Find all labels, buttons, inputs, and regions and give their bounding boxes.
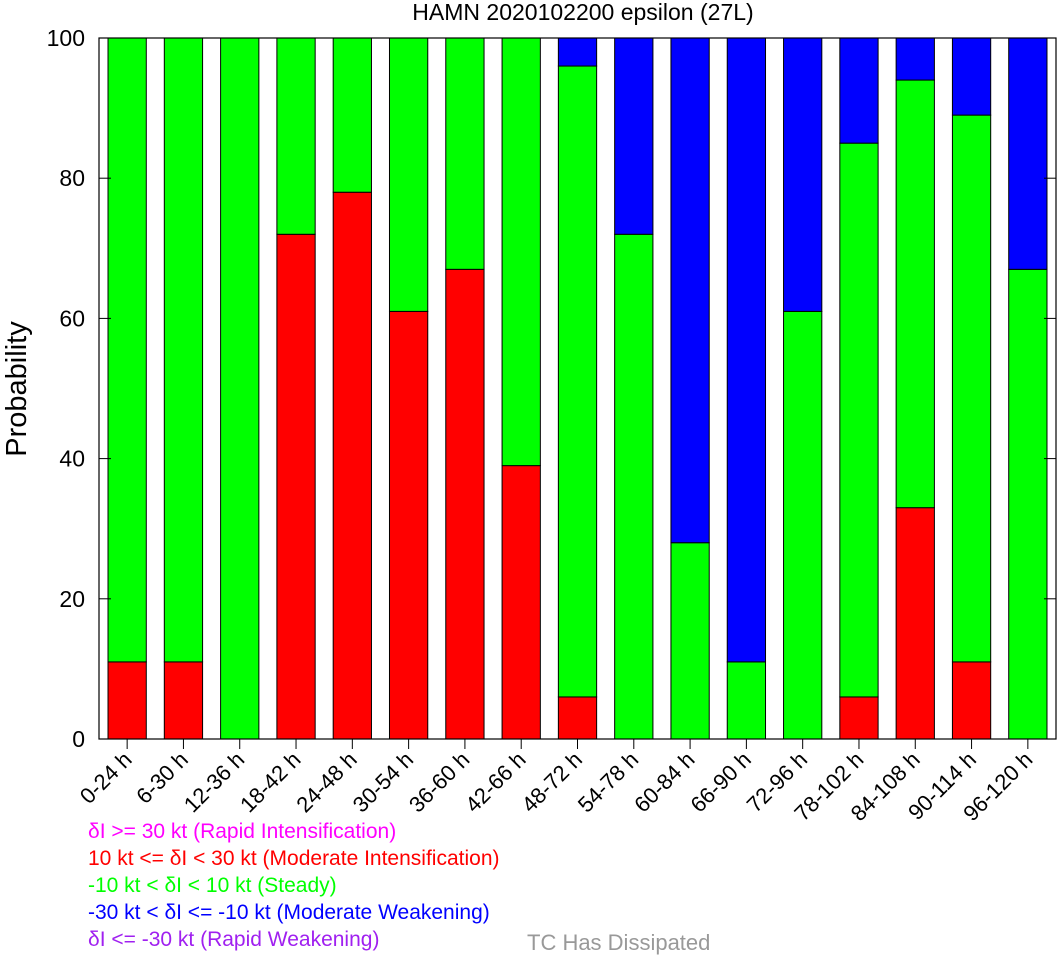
- legend-item: 10 kt <= δI < 30 kt (Moderate Intensific…: [88, 847, 500, 870]
- legend-item: δI >= 30 kt (Rapid Intensification): [88, 820, 397, 843]
- y-tick-label: 80: [59, 165, 85, 191]
- bar-segment: [332, 191, 372, 740]
- bar-segment: [783, 37, 823, 312]
- x-tick-label: 48-72 h: [517, 747, 587, 817]
- y-tick-label: 20: [59, 586, 85, 612]
- bars-layer: [107, 37, 1048, 740]
- bar-segment: [839, 142, 879, 698]
- bar-segment: [220, 37, 260, 740]
- bar-segment: [501, 37, 541, 467]
- bar-segment: [951, 661, 992, 740]
- bar-segment: [501, 465, 541, 740]
- x-tick-label: 0-24 h: [75, 747, 137, 809]
- bar-segment: [557, 37, 598, 67]
- x-tick-label: 12-36 h: [179, 747, 249, 817]
- bar-segment: [557, 696, 598, 740]
- x-tick-label: 24-48 h: [291, 747, 361, 817]
- bar-segment: [107, 37, 147, 663]
- x-tick-label: 36-60 h: [404, 747, 474, 817]
- bar-segment: [614, 233, 654, 740]
- legend-dissipated: TC Has Dissipated: [527, 930, 711, 955]
- bar-segment: [726, 37, 767, 663]
- legend-item: -30 kt < δI <= -10 kt (Moderate Weakenin…: [88, 901, 490, 924]
- legend-item: δI <= -30 kt (Rapid Weakening): [88, 928, 380, 951]
- bar-segment: [951, 114, 992, 663]
- y-tick-label: 0: [72, 726, 85, 752]
- bar-segment: [276, 37, 316, 235]
- bar-segment: [332, 37, 372, 193]
- x-axis: 0-24 h6-30 h12-36 h18-42 h24-48 h30-54 h…: [75, 739, 1037, 826]
- x-tick-label: 42-66 h: [460, 747, 530, 817]
- bar-segment: [388, 37, 429, 312]
- y-tick-label: 100: [47, 25, 85, 51]
- legend-item: -10 kt < δI < 10 kt (Steady): [88, 874, 337, 897]
- y-tick-label: 60: [59, 305, 85, 331]
- y-axis-label: Probability: [1, 321, 33, 457]
- bar-segment: [895, 37, 935, 81]
- x-tick-label: 54-78 h: [573, 747, 643, 817]
- bar-segment: [839, 696, 879, 740]
- x-tick-label: 30-54 h: [348, 747, 418, 817]
- bar-segment: [445, 268, 485, 740]
- bar-segment: [895, 507, 935, 740]
- x-tick-label: 66-90 h: [685, 747, 755, 817]
- y-axis: 0 20 40 60 80 100: [47, 25, 1056, 752]
- bar-segment: [726, 661, 767, 740]
- bar-segment: [557, 65, 598, 698]
- bar-segment: [839, 37, 879, 144]
- bar-segment: [1008, 268, 1048, 740]
- y-tick-label: 40: [59, 446, 85, 472]
- bar-segment: [163, 661, 204, 740]
- bar-segment: [670, 37, 710, 544]
- bar-segment: [445, 37, 485, 270]
- chart-title: HAMN 2020102200 epsilon (27L): [412, 0, 753, 25]
- bar-segment: [1008, 37, 1048, 270]
- x-tick-label: 60-84 h: [629, 747, 699, 817]
- bar-segment: [951, 37, 992, 116]
- bar-segment: [276, 233, 316, 740]
- bar-segment: [107, 661, 147, 740]
- bar-segment: [783, 310, 823, 740]
- bar-segment: [895, 79, 935, 509]
- bar-segment: [388, 310, 429, 740]
- bar-segment: [163, 37, 204, 663]
- x-tick-label: 18-42 h: [235, 747, 305, 817]
- bar-segment: [614, 37, 654, 235]
- bar-segment: [670, 542, 710, 740]
